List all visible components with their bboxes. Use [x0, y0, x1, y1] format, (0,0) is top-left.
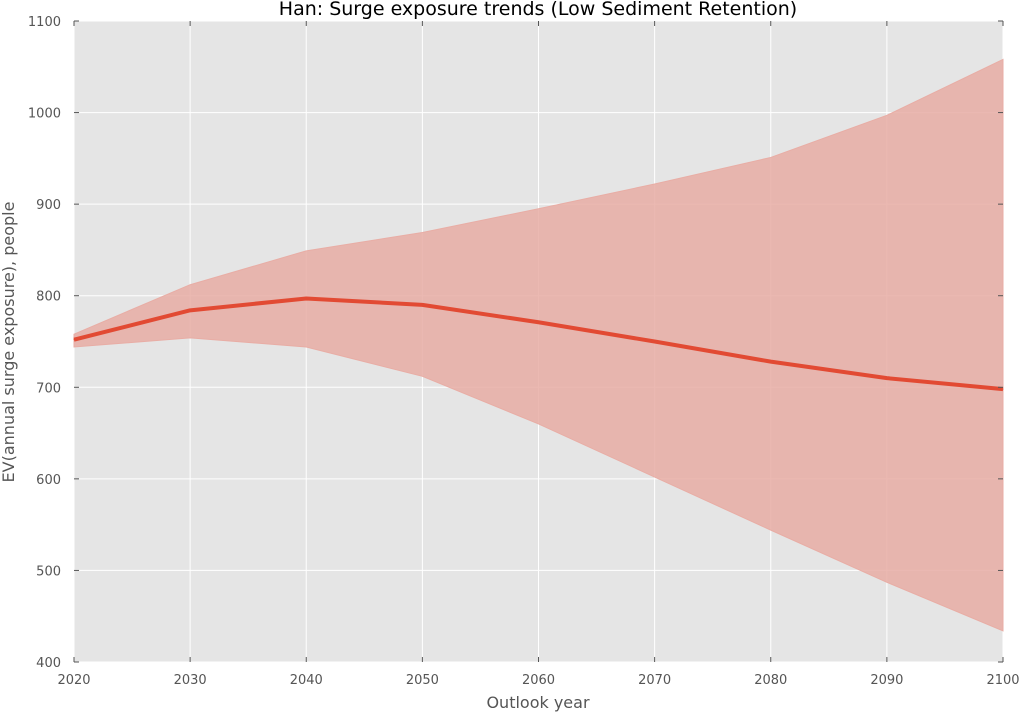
- line-layer: [73, 296, 1004, 392]
- x-tick-label: 2090: [870, 673, 903, 688]
- data-point: [886, 377, 888, 379]
- data-point: [654, 341, 656, 342]
- y-tick-label: 700: [36, 381, 61, 396]
- y-tick-label: 1100: [28, 15, 61, 30]
- y-tick-label: 600: [36, 473, 61, 488]
- band-layer: [73, 58, 1004, 632]
- x-axis-label: Outlook year: [486, 693, 590, 712]
- chart-title: Han: Surge exposure trends (Low Sediment…: [279, 0, 797, 20]
- x-tick-label: 2040: [290, 673, 323, 688]
- x-tick-label: 2020: [57, 673, 90, 688]
- y-tick-label: 500: [36, 564, 61, 579]
- y-tick-label: 1000: [28, 107, 61, 122]
- data-point: [189, 309, 191, 311]
- y-tick-label: 400: [36, 656, 61, 671]
- x-tick-label: 2050: [406, 673, 439, 688]
- y-tick-label: 800: [36, 290, 61, 305]
- x-tick-label: 2070: [638, 673, 671, 688]
- data-point: [1002, 388, 1004, 390]
- y-tick-label: 900: [36, 198, 61, 213]
- uncertainty-band: [73, 58, 1004, 632]
- x-tick-label: 2060: [522, 673, 555, 688]
- data-point: [538, 321, 539, 323]
- x-tick-label: 2100: [986, 673, 1019, 688]
- data-point: [421, 304, 423, 306]
- data-point: [770, 361, 772, 363]
- data-point: [73, 339, 75, 341]
- x-tick-label: 2080: [754, 673, 787, 688]
- data-point: [305, 297, 307, 299]
- y-axis-label: EV(annual surge exposure), people: [0, 202, 18, 483]
- ticks: 2020 2030 2040 2050 2060 2070 2080 2090 2100 400 5…: [28, 15, 1020, 688]
- x-tick-label: 2030: [174, 673, 207, 688]
